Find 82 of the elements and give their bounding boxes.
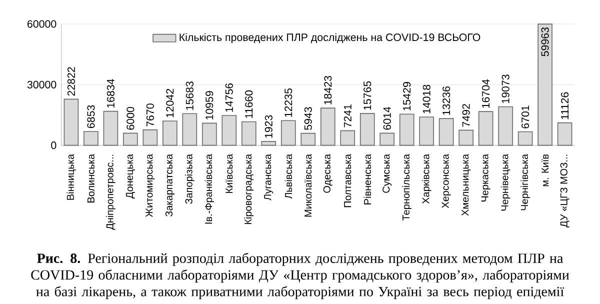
x-tick-label: Тернопільська [402,154,412,221]
bar [458,130,474,146]
x-tick-label: м. Київ [542,154,548,186]
data-label: 14756 [225,83,233,112]
bar [222,115,237,146]
data-label: 16704 [482,79,490,108]
x-tick-label: Львівська [284,154,292,199]
bar [518,131,533,146]
x-tick-label: Волинська [87,154,94,202]
data-label: 16834 [106,79,114,108]
data-label: 5943 [304,107,312,130]
bar [320,108,336,146]
x-tick-label: Хмельницька [462,154,471,216]
x-tick-label: Закарпатська [165,154,174,217]
legend-label: Кількість проведених ПЛР досліджень на COVID-19 ВСЬОГО [180,33,480,44]
x-tick-label: Сумська [382,154,392,193]
data-label: 6014 [383,106,391,130]
data-label: 14018 [422,84,430,114]
y-tick-label: 0 [51,142,56,150]
data-label: 6853 [87,105,95,128]
x-tick-label: Київська [226,154,233,193]
data-label: 6701 [522,106,530,128]
x-tick-label: Вінницька [66,154,76,200]
bar [340,130,356,146]
data-label: 11126 [561,92,569,120]
data-label: 15429 [403,82,411,110]
data-label: 7241 [344,104,352,128]
x-tick-label: Чернівецька [500,154,510,211]
y-tick-label: 30000 [27,80,56,88]
data-label: 18423 [324,76,332,104]
bar [478,111,494,146]
x-tick-label: Рівненська [364,154,372,204]
bar [280,120,296,146]
bar [498,106,513,146]
x-tick-label: Кіровоградська [244,154,254,224]
bar [84,131,98,146]
data-label: 1923 [264,115,272,138]
bar [242,121,256,146]
x-tick-label: Луганська [264,154,274,200]
data-label: 12042 [166,88,174,118]
bar [202,122,217,146]
data-label: 7670 [146,104,154,126]
data-label: 7492 [462,104,470,127]
x-tick-label: Запорізька [185,154,194,204]
bar [419,116,434,146]
bar [182,113,198,146]
x-tick-label: Ів.-Франківська [204,154,214,224]
data-label: 22822 [67,67,75,96]
bar [64,98,79,146]
bar [399,114,414,146]
data-label: 10959 [206,91,214,120]
bar [123,132,138,146]
data-label: 6000 [126,106,134,130]
bar [380,132,394,146]
bar [300,132,316,146]
x-tick-label: Дніпропетровс... [106,154,116,230]
bar [438,118,454,146]
bar [142,129,158,146]
x-tick-label: Донецька [126,154,135,198]
x-tick-label: Чернігівська [520,154,530,210]
data-label: 11660 [245,90,253,118]
bar [103,110,118,146]
bar [360,113,375,146]
text: Рис. 8. Регіональний розподіл лабораторних досліджень проведених методом ПЛР на COVID-19 обласними лабораторіями ДУ «Центр громадського здоров’я», лабораторіями на базі лікарень, а також приватними лабораторіями по Україні за весь період епідемії [31,252,570,300]
bar [557,122,572,146]
x-tick-label: Херсонська [442,154,451,208]
x-tick-label: Харківська [422,154,432,204]
bar [261,141,276,146]
data-label: 59963 [541,27,549,56]
data-label: 13236 [442,86,450,115]
x-tick-label: Черкаська [481,154,490,202]
data-label: 15683 [186,82,194,110]
data-label: 12235 [284,88,292,117]
x-tick-label: Полтавська [344,154,352,208]
x-tick-label: Миколаївська [304,154,312,217]
data-label: 15765 [364,81,372,110]
y-tick-label: 60000 [28,20,56,28]
x-tick-label: Житомирська [146,154,155,218]
bar [162,120,178,146]
data-label: 19073 [502,74,510,104]
x-tick-label: ДУ «ЦГЗ МОЗ... [560,154,570,228]
x-tick-label: Одеська [323,154,332,193]
